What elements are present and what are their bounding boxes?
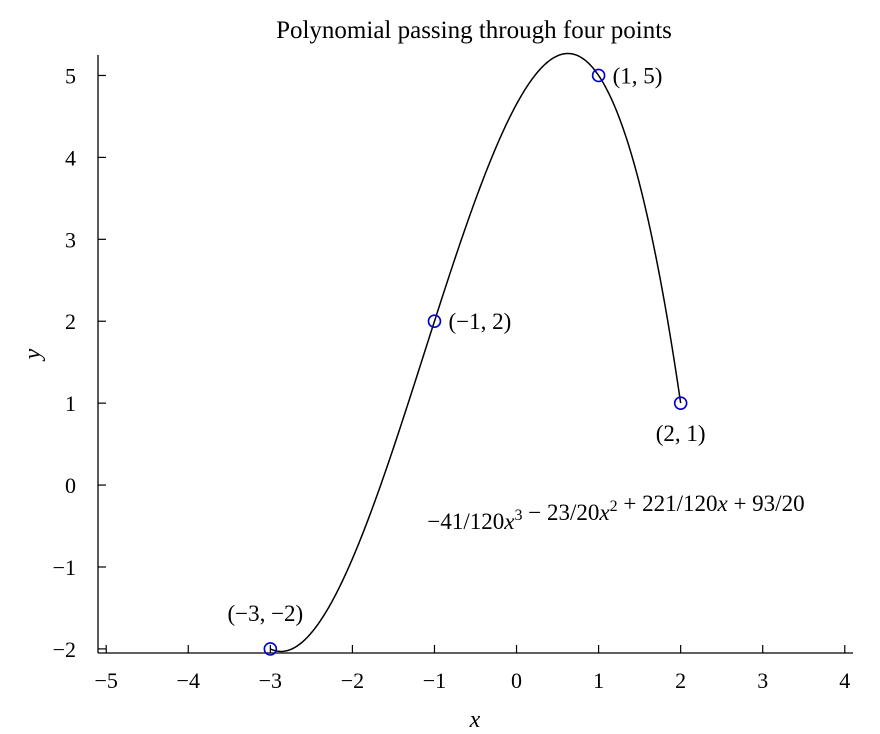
point-labels: (−3, −2) (−1, 2) (1, 5) (2, 1) bbox=[227, 63, 705, 625]
y-tick-label: 4 bbox=[65, 145, 76, 170]
y-tick-label: 2 bbox=[65, 309, 76, 334]
data-point-marker bbox=[263, 642, 278, 656]
data-point-label: (−1, 2) bbox=[448, 309, 511, 334]
y-tick-label: 1 bbox=[65, 391, 76, 416]
y-tick-label: 5 bbox=[65, 63, 76, 88]
polynomial-curve bbox=[270, 52, 682, 653]
y-tick-label: 0 bbox=[65, 473, 76, 498]
x-axis-label: x bbox=[469, 707, 481, 733]
data-point-marker bbox=[673, 396, 688, 410]
data-point-marker bbox=[591, 68, 606, 83]
data-point-label: (2, 1) bbox=[656, 421, 706, 446]
axes bbox=[97, 55, 853, 654]
data-point-label: (1, 5) bbox=[613, 63, 663, 88]
equation-label: −41/120x3 − 23/20x2 + 221/120x + 93/20 bbox=[427, 491, 804, 534]
y-tick-label: −2 bbox=[53, 637, 76, 662]
x-tick-label: −1 bbox=[423, 668, 446, 693]
x-tick-label: −2 bbox=[341, 668, 364, 693]
x-tick-label: 0 bbox=[511, 668, 522, 693]
x-tick-label: 4 bbox=[839, 668, 850, 693]
data-point-label: (−3, −2) bbox=[227, 601, 303, 626]
x-ticks: −5 −4 −3 −2 −1 0 1 2 3 4 bbox=[94, 645, 850, 693]
x-tick-label: 2 bbox=[675, 668, 686, 693]
x-tick-label: −4 bbox=[177, 668, 200, 693]
data-point-marker bbox=[427, 314, 442, 329]
data-points bbox=[263, 68, 688, 656]
x-tick-label: −3 bbox=[259, 668, 282, 693]
chart-title: Polynomial passing through four points bbox=[276, 17, 672, 44]
x-tick-label: −5 bbox=[94, 668, 117, 693]
x-tick-label: 3 bbox=[757, 668, 768, 693]
y-axis-label: y bbox=[20, 348, 46, 361]
y-tick-label: −1 bbox=[53, 555, 76, 580]
y-tick-label: 3 bbox=[65, 227, 76, 252]
x-tick-label: 1 bbox=[593, 668, 604, 693]
y-ticks: −2 −1 0 1 2 3 4 5 bbox=[53, 63, 106, 662]
